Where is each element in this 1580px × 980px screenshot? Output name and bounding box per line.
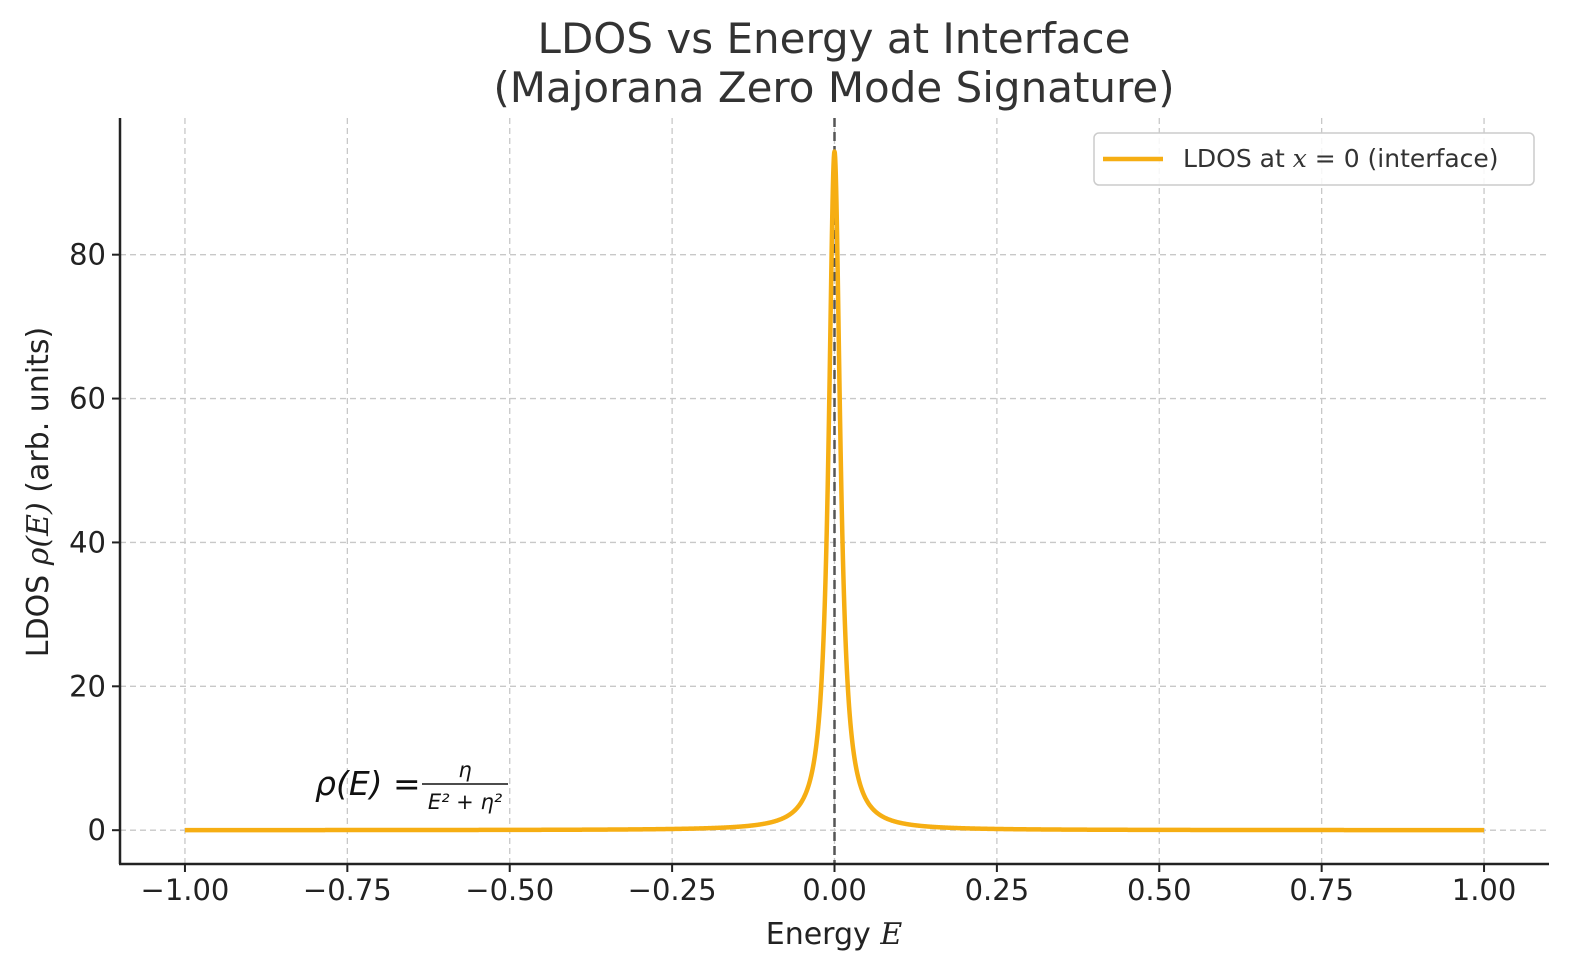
formula-lhs: ρ(E) = (315, 764, 421, 803)
x-tick-label: 0.75 (1289, 873, 1354, 907)
formula-annotation: ρ(E) = η E² + η² (315, 758, 508, 814)
x-tick-label: −0.25 (628, 873, 717, 907)
legend-label-suffix: = 0 (interface) (1307, 144, 1499, 173)
legend-label-prefix: LDOS at (1183, 144, 1293, 173)
y-axis-label-suffix: (arb. units) (21, 327, 56, 503)
y-ticks: 0 20 40 60 80 (69, 238, 120, 847)
y-axis-label-prefix: LDOS (21, 565, 56, 657)
series-layer (183, 149, 1486, 833)
legend-label-var: x (1293, 144, 1307, 173)
legend: LDOS at x = 0 (interface) (1093, 132, 1535, 186)
x-tick-label: 0.50 (1127, 873, 1192, 907)
x-tick-label: 1.00 (1452, 873, 1517, 907)
chart-title-line1: LDOS vs Energy at Interface (538, 14, 1131, 63)
chart-title-line2: (Majorana Zero Mode Signature) (493, 63, 1174, 112)
x-axis-label-var: E (879, 917, 902, 952)
legend-label: LDOS at x = 0 (interface) (1183, 144, 1499, 173)
x-tick-label: −0.75 (303, 873, 392, 907)
x-tick-label: 0.00 (802, 873, 867, 907)
ldos-series-line (183, 149, 1486, 833)
y-axis-label-math: ρ(E) (21, 502, 56, 566)
y-axis-label: LDOS ρ(E) (arb. units) (21, 327, 56, 658)
y-tick-label: 40 (69, 525, 106, 559)
legend-box (1093, 132, 1535, 186)
y-tick-label: 60 (69, 382, 106, 416)
x-tick-label: −0.50 (465, 873, 554, 907)
y-tick-label: 80 (69, 238, 106, 272)
y-tick-label: 0 (88, 813, 106, 847)
x-axis-label-prefix: Energy (766, 917, 881, 952)
x-tick-label: −1.00 (141, 873, 230, 907)
formula-numerator: η (458, 758, 471, 782)
y-tick-label: 20 (69, 669, 106, 703)
x-axis-label: Energy E (766, 917, 903, 952)
x-tick-label: 0.25 (965, 873, 1030, 907)
x-ticks: −1.00 −0.75 −0.50 −0.25 0.00 0.25 0.50 0.75 1.00 (141, 864, 1517, 907)
formula-denominator: E² + η² (428, 790, 503, 814)
